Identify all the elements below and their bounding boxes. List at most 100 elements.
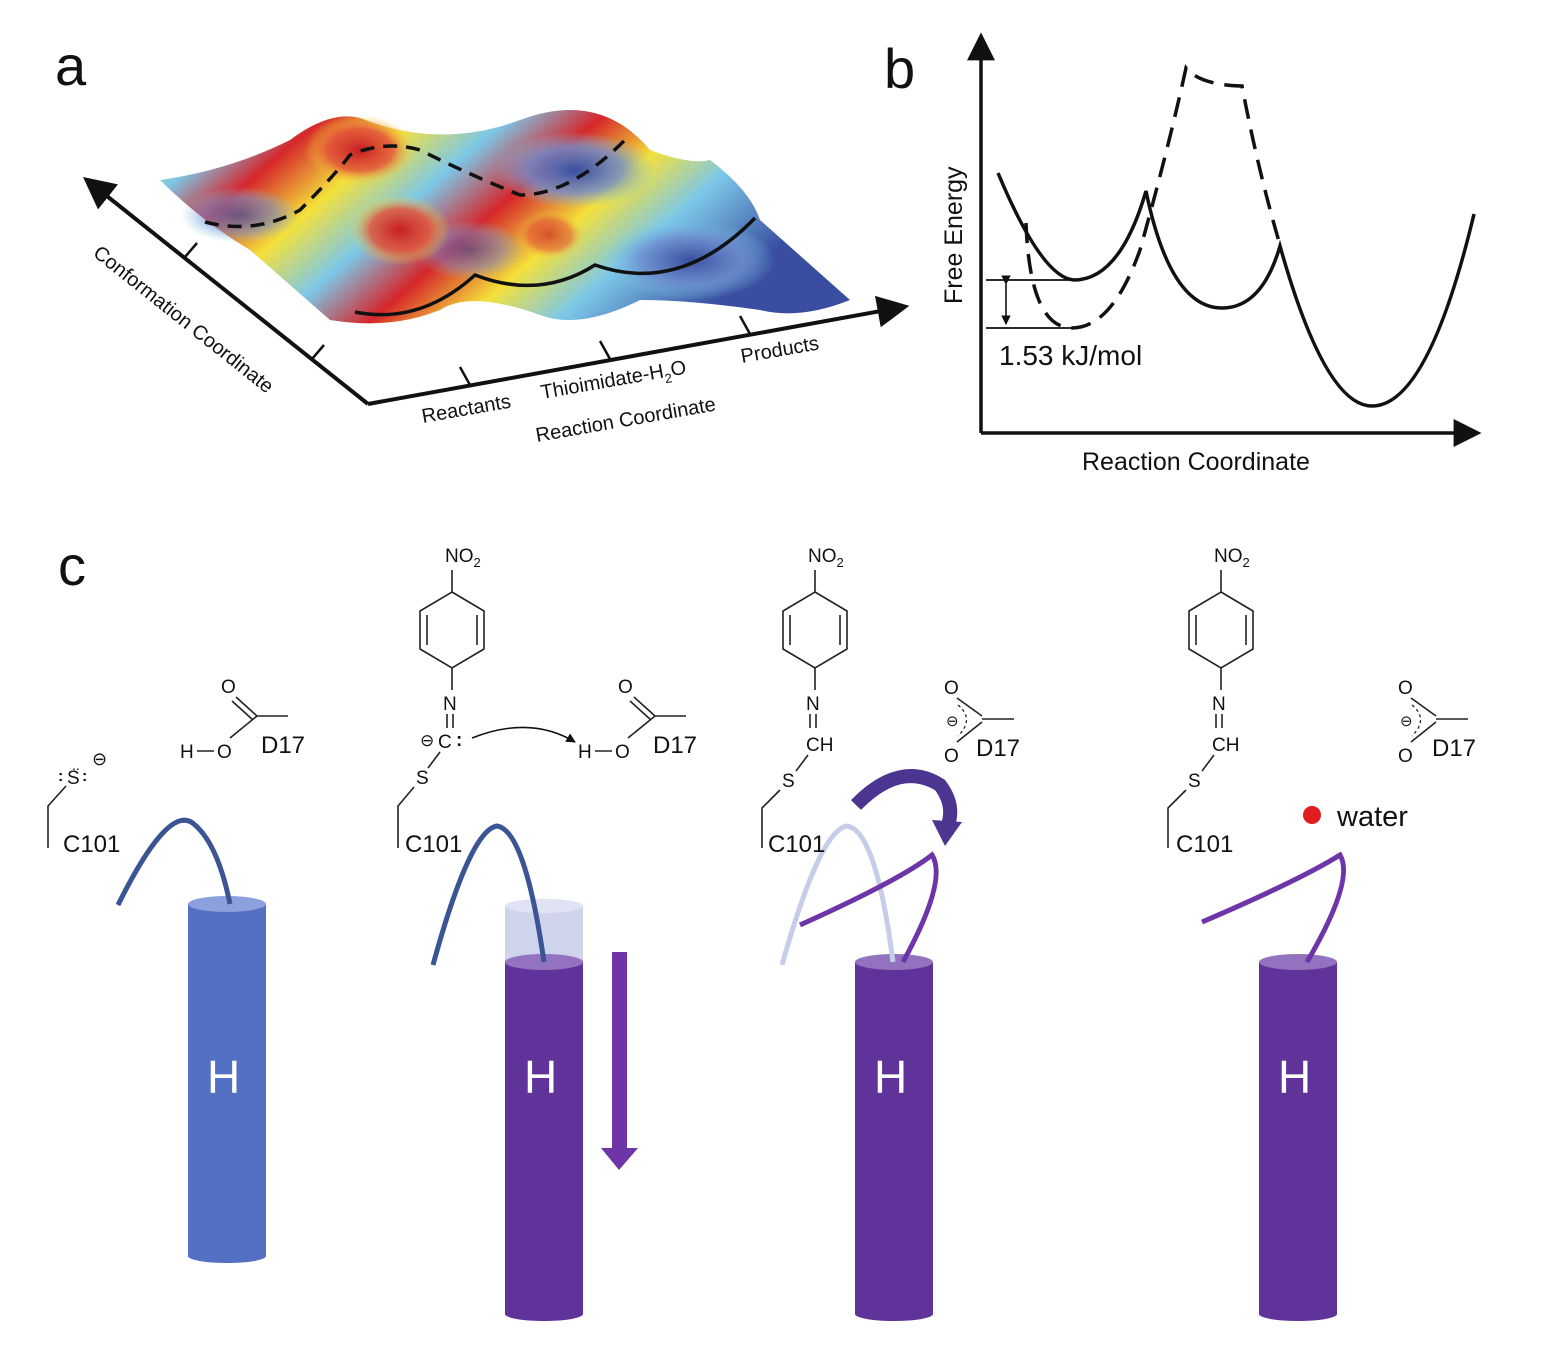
surface-well xyxy=(495,132,655,208)
loop xyxy=(430,823,547,966)
imine-nitrogen: N xyxy=(443,694,457,715)
y-axis-label: Free Energy xyxy=(940,166,968,304)
acid-hydrogen: H xyxy=(578,742,592,763)
sulfur-atom: S xyxy=(782,771,795,792)
solid-path xyxy=(354,216,757,317)
tick xyxy=(738,315,752,335)
energy-difference-label: 1.53 kJ/mol xyxy=(999,340,1142,371)
loop xyxy=(115,817,233,907)
reaction-axis-label: Reaction Coordinate xyxy=(534,394,717,447)
acid-oxygen: O xyxy=(615,742,630,763)
loop xyxy=(1201,851,1346,964)
down-arrow-head xyxy=(601,1148,638,1170)
carbonyl-oxygen: O xyxy=(221,677,236,698)
sulfur-atom: S xyxy=(67,768,80,789)
carboxylate-bond xyxy=(956,697,983,717)
residue-c101: C101 xyxy=(405,831,462,858)
lone-pair: : xyxy=(58,768,63,785)
side-chain-bond xyxy=(761,789,781,848)
state-1: H C101 S : : .. ⊖ H O O D17 xyxy=(47,677,305,1263)
energy-surface xyxy=(160,110,850,324)
surface-well xyxy=(605,220,775,300)
loop-movement-arrow xyxy=(850,769,958,828)
state-2: H NO2 N C : ⊖ S C101 H xyxy=(397,546,697,1321)
panel-a: a Conformation Coordinate Reaction Coord xyxy=(55,34,910,447)
nitro-group: NO2 xyxy=(808,546,844,570)
helix-top xyxy=(855,954,933,970)
lone-pair: : xyxy=(82,768,87,785)
helix-label: H xyxy=(1278,1051,1311,1103)
down-arrow-shaft xyxy=(612,952,627,1152)
panel-a-letter: a xyxy=(55,34,87,97)
nitro-group: NO2 xyxy=(445,546,481,570)
residue-d17: D17 xyxy=(976,735,1020,762)
helix-cylinder xyxy=(855,962,933,1314)
panel-b-letter: b xyxy=(884,37,915,100)
carbanion-carbon: C xyxy=(438,732,452,753)
carboxylate-bond xyxy=(956,721,983,743)
water-molecule xyxy=(1303,806,1321,824)
charge-symbol: ⊖ xyxy=(1400,713,1413,730)
residue-c101: C101 xyxy=(63,831,120,858)
helix-top xyxy=(188,896,266,912)
residue-c101: C101 xyxy=(1176,831,1233,858)
reaction-axis xyxy=(367,295,910,406)
x-axis-label: Reaction Coordinate xyxy=(1082,448,1310,476)
surface-peak xyxy=(350,195,450,265)
tick xyxy=(458,366,472,386)
panel-c: c H C101 S : : .. ⊖ H O O D17 xyxy=(47,534,1476,1321)
acid-oxygen: O xyxy=(217,742,232,763)
ch-group: CH xyxy=(806,735,833,756)
carboxylate-oxygen: O xyxy=(944,678,959,699)
helix-bottom xyxy=(855,1307,933,1321)
charge-symbol: ⊖ xyxy=(92,749,107,769)
lone-pair: .. xyxy=(72,757,80,773)
proton-transfer-arrow xyxy=(471,726,576,743)
sulfur-atom: S xyxy=(416,768,429,789)
carbonyl-bond xyxy=(629,700,652,721)
side-chain-bond xyxy=(397,786,415,848)
carbonyl-bond xyxy=(235,696,258,717)
conformation-axis xyxy=(82,177,370,406)
acid-hydrogen: H xyxy=(180,742,194,763)
surface-peak xyxy=(305,115,415,185)
water-label: water xyxy=(1336,801,1408,833)
residue-c101: C101 xyxy=(768,831,825,858)
imine-nitrogen: N xyxy=(1212,694,1226,715)
ch-group: CH xyxy=(1212,735,1239,756)
lone-pair: : xyxy=(456,730,462,751)
carbonyl-bond xyxy=(231,700,254,721)
charge-symbol: ⊖ xyxy=(420,731,434,750)
carboxylate-oxygen: O xyxy=(1398,746,1413,767)
charge-symbol: ⊖ xyxy=(946,713,959,730)
loop-previous-position xyxy=(779,823,896,966)
state-3: H NO2 N CH S C101 O O xyxy=(761,546,1020,1321)
benzene-ring xyxy=(419,591,485,669)
loop xyxy=(798,851,939,964)
helix-label: H xyxy=(207,1051,240,1103)
helix-bottom xyxy=(1259,1307,1337,1321)
helix-bottom xyxy=(188,1249,266,1263)
carboxylate-oxygen: O xyxy=(944,746,959,767)
loop-movement-arrow-head xyxy=(932,820,962,846)
carboxylate-bond xyxy=(1410,721,1437,743)
tick-label-products: Products xyxy=(739,333,821,368)
helix-top xyxy=(1259,954,1337,970)
residue-d17: D17 xyxy=(1432,735,1476,762)
helix-cylinder xyxy=(1259,962,1337,1314)
residue-d17: D17 xyxy=(261,732,305,759)
tick xyxy=(184,242,198,258)
nitro-group: NO2 xyxy=(1214,546,1250,570)
residue-d17: D17 xyxy=(653,732,697,759)
sulfur-atom: S xyxy=(1188,771,1201,792)
side-chain-bond xyxy=(47,785,67,848)
carboxylate-oxygen: O xyxy=(1398,678,1413,699)
c-s-bond xyxy=(427,751,441,769)
benzene-ring xyxy=(1188,591,1254,669)
delocalized-bond xyxy=(1411,704,1422,737)
helix-cylinder xyxy=(505,962,583,1314)
helix-label: H xyxy=(524,1051,557,1103)
dashed-energy-curve xyxy=(1024,64,1282,330)
tick-label-thioimidate: Thioimidate-H2O xyxy=(539,357,689,408)
